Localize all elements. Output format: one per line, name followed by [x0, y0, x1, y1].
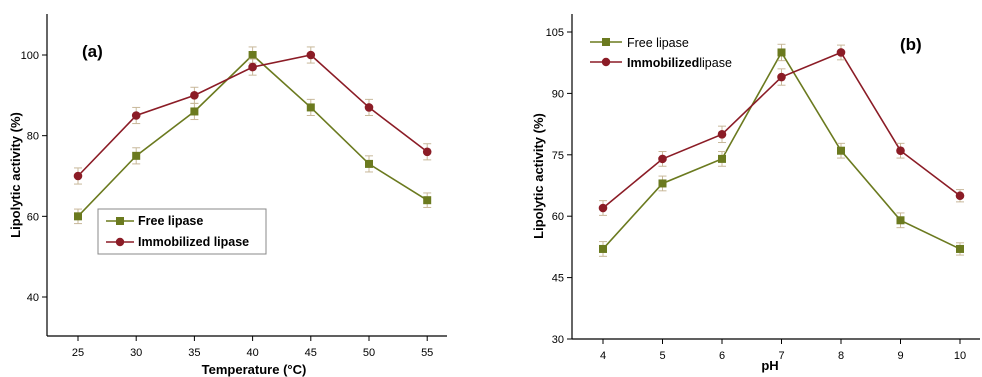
y-tick-label: 60	[552, 211, 564, 223]
data-point-immobilized	[896, 146, 905, 156]
data-point-immobilized	[717, 130, 727, 139]
legend: Free lipase Immobilized lipase	[97, 208, 267, 255]
x-tick-label: 40	[246, 347, 258, 359]
legend-box	[97, 208, 267, 255]
data-point-immobilized	[73, 171, 83, 181]
series-group	[598, 43, 965, 257]
data-point-free	[190, 107, 199, 116]
x-tick-label: 25	[72, 347, 84, 359]
x-tick-group: 4 5 6 7 8 9 10	[600, 339, 966, 362]
chart-panel-a: 40 60 80 100 25 30 35 40 45 50 55 (a) Temperature…	[8, 14, 447, 377]
x-tick-label: 35	[188, 347, 200, 359]
data-point-immobilized	[777, 72, 786, 82]
data-point-free	[248, 51, 257, 59]
data-point-free	[365, 159, 373, 168]
data-point-free	[306, 103, 315, 112]
y-tick-group: 30 45 60 75 90 105	[546, 27, 572, 346]
legend-label-immobilized-bold: Immobilized	[627, 56, 699, 70]
series-line-free	[77, 53, 428, 217]
x-tick-label: 50	[363, 347, 375, 359]
x-tick-group: 25 30 35 40 45 50 55	[72, 336, 433, 359]
x-tick-label: 9	[897, 350, 903, 362]
legend-marker-free	[602, 38, 610, 46]
legend-label-immobilized: Immobilizedlipase	[627, 56, 732, 70]
data-point-free	[777, 48, 786, 57]
legend-marker-free	[116, 217, 124, 225]
x-tick-label: 8	[838, 350, 844, 362]
y-tick-label: 30	[552, 334, 564, 346]
data-point-immobilized	[422, 147, 432, 157]
data-point-free	[718, 154, 726, 163]
legend-marker-immobilized	[601, 57, 611, 67]
x-tick-label: 5	[659, 350, 665, 362]
legend: Free lipase Immobilizedlipase	[590, 36, 732, 70]
y-tick-label: 40	[27, 292, 39, 304]
x-tick-label: 10	[954, 350, 966, 362]
data-point-immobilized	[364, 103, 374, 112]
data-point-free	[896, 216, 905, 225]
data-point-free	[837, 146, 845, 155]
x-tick-label: 30	[130, 347, 142, 359]
series-group	[73, 46, 432, 225]
panel-label: (a)	[82, 42, 103, 61]
x-axis-title: pH	[761, 358, 778, 373]
x-tick-label: 7	[778, 350, 784, 362]
legend-label-immobilized: Immobilized lipase	[138, 235, 249, 249]
y-tick-label: 80	[27, 131, 39, 143]
data-point-immobilized	[955, 191, 965, 201]
x-tick-label: 45	[305, 347, 317, 359]
data-point-free	[599, 244, 607, 253]
y-tick-group: 40 60 80 100	[21, 50, 47, 304]
data-point-free	[74, 212, 82, 221]
y-tick-label: 75	[552, 150, 564, 162]
data-point-free	[956, 244, 964, 253]
y-tick-label: 105	[546, 27, 564, 39]
y-tick-label: 90	[552, 88, 564, 100]
panel-label: (b)	[900, 35, 922, 54]
data-point-immobilized	[248, 62, 257, 72]
legend-marker-immobilized	[115, 237, 125, 247]
data-point-immobilized	[131, 111, 141, 120]
data-point-immobilized	[190, 91, 199, 100]
x-tick-label: 6	[719, 350, 725, 362]
y-tick-label: 45	[552, 273, 564, 285]
data-point-immobilized	[306, 50, 316, 60]
data-point-free	[132, 151, 141, 160]
legend-label-free: Free lipase	[138, 214, 203, 228]
data-point-immobilized	[658, 154, 667, 164]
y-axis-title: Lipolytic activity (%)	[531, 113, 546, 239]
x-tick-label: 4	[600, 350, 606, 362]
data-point-free	[423, 196, 432, 205]
x-axis-title: Temperature (°C)	[202, 362, 307, 377]
y-tick-label: 60	[27, 211, 39, 223]
data-point-free	[658, 179, 667, 188]
legend-label-immobilized-rest: lipase	[699, 56, 732, 70]
data-point-immobilized	[598, 203, 608, 213]
y-tick-label: 100	[21, 50, 39, 62]
y-axis-title: Lipolytic activity (%)	[8, 112, 23, 238]
legend-label-free: Free lipase	[627, 36, 689, 50]
x-tick-label: 55	[421, 347, 433, 359]
data-point-immobilized	[836, 48, 846, 57]
